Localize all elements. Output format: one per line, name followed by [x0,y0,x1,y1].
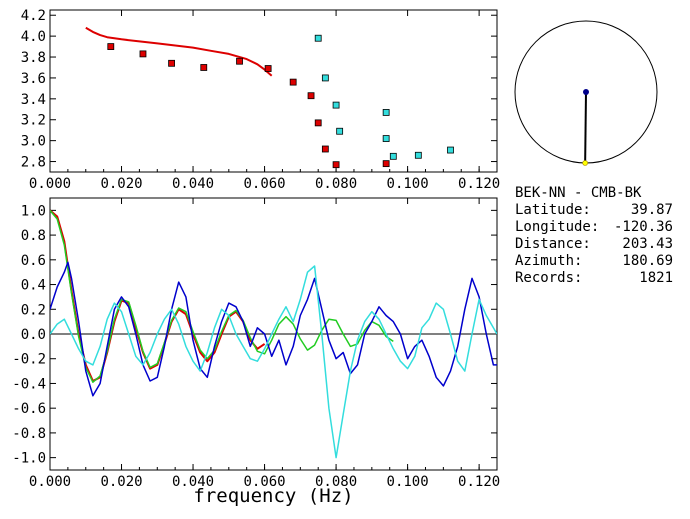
top-red-point [332,161,340,169]
station-pair-title: BEK-NN - CMB-BK [515,185,642,201]
top-plot-frame [49,9,498,173]
latitude-value: 39.87 [630,202,673,218]
bottom-y-tick-label: 0.6 [21,253,46,269]
top-cyan-point [414,151,422,159]
latitude-label: Latitude: [515,202,591,218]
top-x-tick-label: 0.060 [243,176,285,192]
top-x-tick-label: 0.120 [458,176,500,192]
top-red-point [200,64,208,71]
station-info-panel: BEK-NN - CMB-BK Latitude: 39.87 Longitud… [515,185,685,287]
top-x-tick-label: 0.020 [100,176,142,192]
azimuth-circle-panel [514,20,658,166]
bottom-y-tick-label: -0.4 [12,376,46,392]
azimuth-value: 180.69 [622,253,673,269]
top-y-tick-label: 3.0 [21,134,46,150]
top-panel: 0.000 0.020 0.040 0.060 0.080 0.100 0.120 2.8 3.… [21,8,500,192]
bottom-plot-area [50,209,497,459]
station-center-dot [583,89,589,95]
bottom-y-tick-label: -0.6 [12,401,46,417]
top-y-tick-label: 3.4 [21,92,46,108]
top-red-point [314,119,322,127]
bottom-y-tick-label: 0.0 [21,327,46,343]
longitude-label: Longitude: [515,219,600,235]
top-cyan-point [314,34,322,42]
records-value: 1821 [639,270,673,286]
bottom-x-tick-label: 0.040 [172,474,214,490]
top-y-tick-label: 4.0 [21,29,46,45]
top-red-point [289,78,297,86]
top-cyan-point [332,101,340,109]
top-y-tick-label: 3.2 [21,113,46,129]
top-red-point [321,145,329,153]
top-red-point [264,65,272,72]
bottom-blue-line [50,261,497,397]
azimuth-label: Azimuth: [515,253,583,269]
top-red-point [139,50,147,58]
top-y-tick-label: 2.8 [21,155,46,171]
top-cyan-point [447,146,454,154]
bottom-y-tick-label: 0.8 [21,228,46,244]
longitude-value: -120.36 [613,219,673,235]
top-cyan-point [389,152,397,160]
top-y-tick-label: 3.6 [21,71,46,87]
azimuth-line [584,91,587,164]
bottom-y-tick-label: -0.2 [12,352,46,368]
bottom-x-tick-label: 0.020 [100,474,142,490]
top-y-tick-label: 4.2 [21,8,46,24]
longitude-row: Longitude: -120.36 [515,219,685,236]
distance-label: Distance: [515,236,591,252]
top-y-tick-label: 3.8 [21,50,46,66]
top-cyan-point [336,127,344,135]
top-cyan-point [382,135,390,142]
bottom-y-tick-label: 0.2 [21,302,46,318]
bottom-x-tick-label: 0.060 [243,474,285,490]
bottom-y-tick-label: -1.0 [12,451,46,467]
azimuth-row: Azimuth: 180.69 [515,253,685,270]
top-plot-area [85,26,454,169]
top-red-point [307,92,315,100]
top-cyan-point [321,74,329,82]
station-end-dot [582,160,588,166]
top-red-point [236,57,243,65]
bottom-y-tick-label: 0.4 [21,278,46,294]
top-x-tick-label: 0.000 [29,176,71,192]
bottom-y-tick-label: -0.8 [12,426,46,442]
top-red-point [382,160,390,168]
bottom-x-tick-label: 0.100 [387,474,429,490]
top-red-line [85,26,273,77]
bottom-x-tick-label: 0.080 [315,474,357,490]
bottom-panel: 0.000 0.020 0.040 0.060 0.080 0.100 0.120 1.0 0.… [12,197,500,507]
top-x-tick-label: 0.040 [172,176,214,192]
latitude-row: Latitude: 39.87 [515,202,685,219]
bottom-y-tick-label: 1.0 [21,203,46,219]
records-label: Records: [515,270,583,286]
bottom-x-tick-label: 0.120 [458,474,500,490]
top-x-tick-label: 0.080 [315,176,357,192]
bottom-cyan-line [50,265,497,459]
top-x-tick-label: 0.100 [387,176,429,192]
distance-row: Distance: 203.43 [515,236,685,253]
top-red-point [168,59,175,67]
bottom-green-line [50,209,394,383]
bottom-x-tick-label: 0.000 [29,474,71,490]
distance-value: 203.43 [622,236,673,252]
top-red-point [107,43,115,50]
records-row: Records: 1821 [515,270,685,287]
x-axis-label: frequency (Hz) [193,485,353,507]
top-cyan-point [382,109,390,116]
